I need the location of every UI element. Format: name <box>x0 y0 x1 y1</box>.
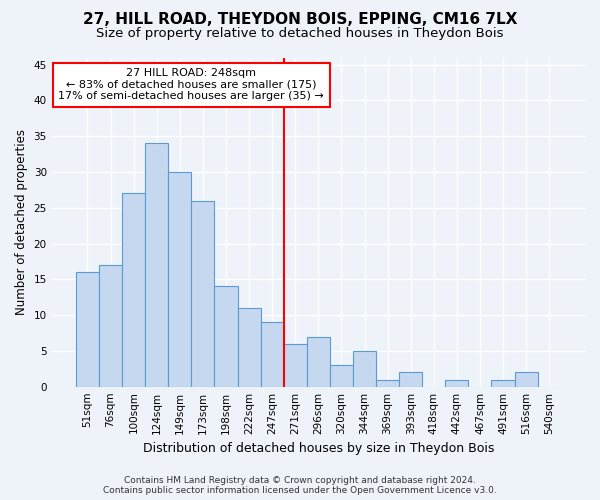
Bar <box>145 144 168 386</box>
Bar <box>122 194 145 386</box>
Bar <box>399 372 422 386</box>
Bar <box>168 172 191 386</box>
Bar <box>99 265 122 386</box>
Y-axis label: Number of detached properties: Number of detached properties <box>15 129 28 315</box>
Text: Contains HM Land Registry data © Crown copyright and database right 2024.
Contai: Contains HM Land Registry data © Crown c… <box>103 476 497 495</box>
Bar <box>214 286 238 386</box>
Text: 27, HILL ROAD, THEYDON BOIS, EPPING, CM16 7LX: 27, HILL ROAD, THEYDON BOIS, EPPING, CM1… <box>83 12 517 28</box>
Bar <box>353 351 376 386</box>
Bar <box>191 200 214 386</box>
Text: Size of property relative to detached houses in Theydon Bois: Size of property relative to detached ho… <box>96 28 504 40</box>
Bar <box>515 372 538 386</box>
Bar <box>445 380 469 386</box>
Bar <box>284 344 307 386</box>
Bar <box>376 380 399 386</box>
Bar <box>238 308 260 386</box>
Bar <box>330 365 353 386</box>
Bar <box>76 272 99 386</box>
Bar <box>307 336 330 386</box>
Bar <box>260 322 284 386</box>
X-axis label: Distribution of detached houses by size in Theydon Bois: Distribution of detached houses by size … <box>143 442 494 455</box>
Text: 27 HILL ROAD: 248sqm
← 83% of detached houses are smaller (175)
17% of semi-deta: 27 HILL ROAD: 248sqm ← 83% of detached h… <box>58 68 324 102</box>
Bar <box>491 380 515 386</box>
